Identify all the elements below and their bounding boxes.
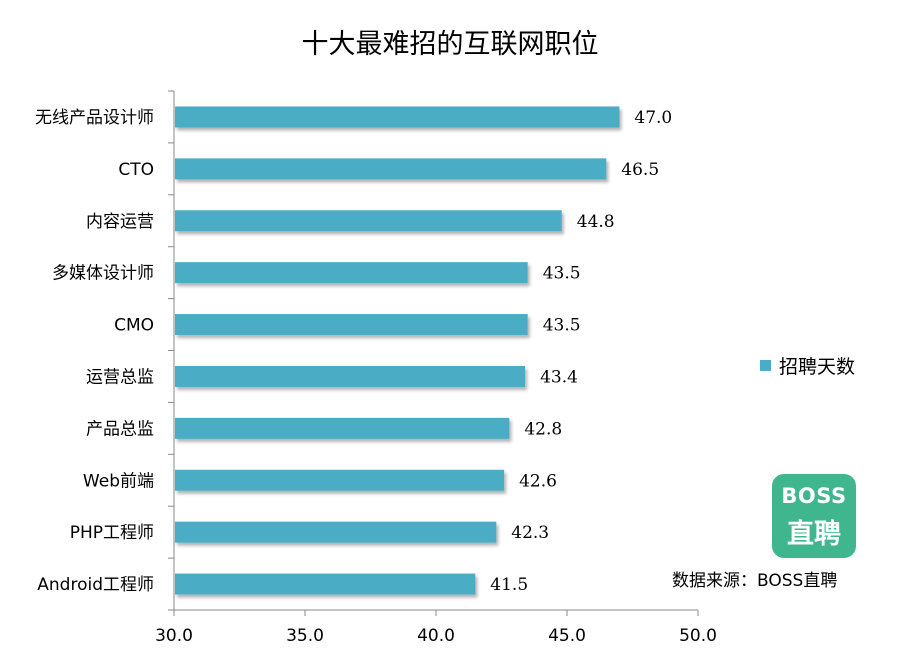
- value-label: 41.5: [490, 575, 528, 595]
- value-label: 47.0: [634, 108, 672, 128]
- bar: [175, 417, 510, 439]
- value-label: 42.3: [511, 523, 549, 543]
- bar: [175, 262, 528, 284]
- legend-label: 招聘天数: [779, 356, 856, 378]
- category-label: CTO: [118, 160, 154, 180]
- source-note: 数据来源：BOSS直聘: [672, 571, 838, 591]
- x-tick-label: 30.0: [155, 626, 193, 646]
- value-label: 42.6: [519, 471, 557, 491]
- bar: [175, 158, 607, 180]
- value-label: 43.4: [540, 367, 578, 387]
- bar: [175, 521, 497, 543]
- boss-zhipin-logo: BOSS 直聘: [772, 474, 856, 558]
- bar: [175, 573, 476, 595]
- value-label: 43.5: [543, 316, 581, 336]
- category-label: PHP工程师: [70, 523, 154, 543]
- logo-text-line1: BOSS: [781, 484, 847, 508]
- legend: 招聘天数: [760, 352, 855, 379]
- chart-title: 十大最难招的互联网职位: [301, 29, 599, 60]
- category-label: 内容运营: [86, 212, 154, 232]
- category-label: Android工程师: [37, 575, 154, 595]
- value-label: 42.8: [524, 419, 562, 439]
- x-tick-label: 40.0: [417, 626, 455, 646]
- value-label: 44.8: [577, 212, 615, 232]
- x-tick-label: 35.0: [286, 626, 324, 646]
- legend-swatch: [760, 360, 771, 371]
- category-label: 运营总监: [86, 367, 154, 387]
- category-label: 产品总监: [86, 419, 154, 439]
- category-label: Web前端: [83, 471, 154, 491]
- bar: [175, 106, 620, 128]
- x-tick-label: 50.0: [679, 626, 717, 646]
- value-label: 46.5: [621, 160, 659, 180]
- logo-text-line2: 直聘: [787, 519, 841, 550]
- x-tick-label: 45.0: [548, 626, 586, 646]
- category-label: 多媒体设计师: [52, 264, 154, 284]
- category-label: CMO: [114, 316, 154, 336]
- bar: [175, 365, 526, 387]
- bar: [175, 469, 505, 491]
- bar: [175, 314, 528, 336]
- bar: [175, 210, 562, 232]
- value-label: 43.5: [543, 264, 581, 284]
- category-label: 无线产品设计师: [35, 108, 154, 128]
